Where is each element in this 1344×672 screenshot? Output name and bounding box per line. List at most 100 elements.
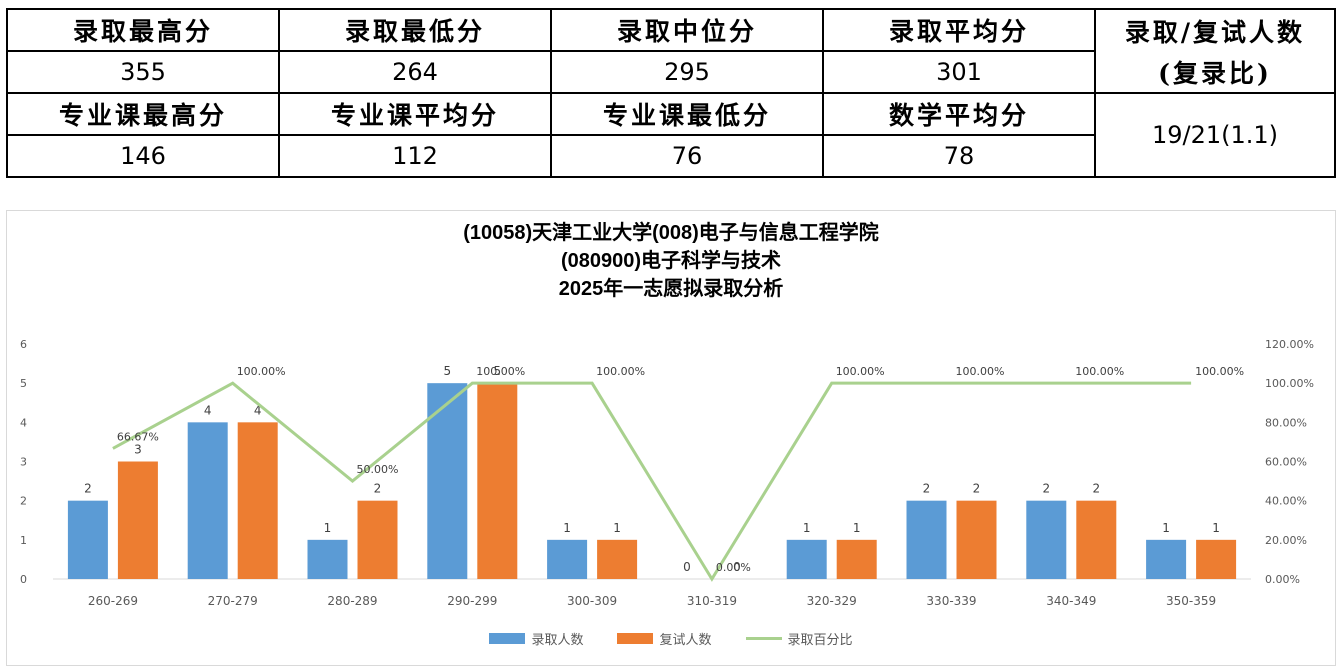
- data-label-admitted: 2: [923, 482, 931, 496]
- legend-swatch-admitted: [489, 633, 526, 644]
- bar-admitted: [547, 539, 588, 579]
- y-left-tick-label: 3: [20, 456, 27, 469]
- y-right-tick-label: 20.00%: [1265, 534, 1307, 547]
- value-median-score: 295: [550, 50, 824, 94]
- value-min-score: 264: [278, 50, 552, 94]
- bar-retest: [1196, 539, 1237, 579]
- value-max-score: 355: [6, 50, 280, 94]
- x-tick-label: 320-329: [807, 594, 857, 608]
- x-tick-label: 330-339: [926, 594, 976, 608]
- data-label-retest: 2: [973, 482, 981, 496]
- legend-label-percent: 录取百分比: [787, 633, 853, 648]
- data-label-retest: 4: [254, 403, 262, 417]
- y-left-tick-label: 0: [20, 573, 27, 586]
- bar-retest: [1076, 500, 1117, 579]
- data-label-retest: 5: [493, 364, 501, 378]
- value-major-min: 76: [550, 134, 824, 178]
- data-label-retest: 1: [1212, 521, 1220, 535]
- data-label-percent: 100.00%: [237, 365, 286, 378]
- y-left-tick-label: 5: [20, 377, 27, 390]
- x-tick-label: 270-279: [208, 594, 258, 608]
- header-avg-score: 录取平均分: [822, 8, 1096, 52]
- x-tick-label: 350-359: [1166, 594, 1216, 608]
- data-label-admitted: 5: [443, 364, 451, 378]
- x-tick-label: 310-319: [687, 594, 737, 608]
- chart-container: 0 1 2 3 4 5 6 0.00% 20.00% 40.00% 60.00% 80.00% 100.…: [6, 210, 1336, 666]
- x-tick-label: 300-309: [567, 594, 617, 608]
- bar-admitted: [906, 500, 947, 579]
- legend-label-admitted: 录取人数: [531, 633, 584, 648]
- x-tick-label: 260-269: [88, 594, 138, 608]
- bar-admitted: [307, 539, 348, 579]
- legend-swatch-percent: [745, 637, 782, 640]
- legend-label-retest: 复试人数: [659, 633, 712, 648]
- data-label-percent: 100.00%: [956, 365, 1005, 378]
- legend-item-admitted: 录取人数: [489, 629, 583, 648]
- chart-legend: 录取人数 复试人数 录取百分比: [7, 629, 1335, 648]
- chart-title-line-1: (10058)天津工业大学(008)电子与信息工程学院: [463, 222, 879, 244]
- x-tick-label: 290-299: [447, 594, 497, 608]
- header-math-avg: 数学平均分: [822, 92, 1096, 136]
- bar-admitted: [1026, 500, 1067, 579]
- header-major-max: 专业课最高分: [6, 92, 280, 136]
- data-label-retest: 3: [134, 443, 142, 457]
- bar-retest: [597, 539, 638, 579]
- bar-retest: [836, 539, 877, 579]
- y-left-tick-label: 4: [20, 416, 27, 429]
- combo-chart: 01234560.00%20.00%40.00%60.00%80.00%100.…: [20, 338, 1314, 608]
- header-median-score: 录取中位分: [550, 8, 824, 52]
- data-label-admitted: 1: [324, 521, 332, 535]
- data-label-percent: 100.00%: [1195, 365, 1244, 378]
- value-ratio: 19/21(1.1): [1094, 92, 1336, 178]
- legend-swatch-retest: [617, 633, 654, 644]
- y-right-tick-label: 60.00%: [1265, 456, 1307, 469]
- y-left-tick-label: 1: [20, 534, 27, 547]
- bar-admitted: [427, 383, 468, 579]
- header-ratio-line1: 录取/复试人数: [1094, 8, 1336, 51]
- data-label-retest: 2: [1092, 482, 1100, 496]
- header-min-score: 录取最低分: [278, 8, 552, 52]
- data-label-admitted: 0: [683, 560, 691, 574]
- bar-retest: [357, 500, 398, 579]
- y-right-tick-label: 40.00%: [1265, 495, 1307, 508]
- y-left-tick-label: 2: [20, 495, 27, 508]
- bar-retest: [477, 383, 518, 579]
- line-percent: [112, 381, 1192, 582]
- y-right-tick-label: 80.00%: [1265, 416, 1307, 429]
- data-label-percent: 100.00%: [836, 365, 885, 378]
- bar-admitted: [187, 422, 228, 579]
- x-tick-label: 280-289: [327, 594, 377, 608]
- y-right-tick-label: 100.00%: [1265, 377, 1314, 390]
- header-ratio-line2: (复录比): [1094, 51, 1336, 94]
- header-max-score: 录取最高分: [6, 8, 280, 52]
- value-math-avg: 78: [822, 134, 1096, 178]
- bar-admitted: [1146, 539, 1187, 579]
- data-label-admitted: 1: [803, 521, 811, 535]
- admission-summary-table: 录取最高分 录取最低分 录取中位分 录取平均分 录取/复试人数 355 264 …: [6, 8, 1336, 178]
- data-label-admitted: 2: [84, 482, 92, 496]
- data-label-percent: 100.00%: [1075, 365, 1124, 378]
- value-major-avg: 112: [278, 134, 552, 178]
- chart-title-line-3: 2025年一志愿拟录取分析: [558, 278, 784, 300]
- bar-retest: [956, 500, 997, 579]
- bar-admitted: [67, 500, 108, 579]
- y-left-tick-label: 6: [20, 338, 27, 351]
- bar-retest: [117, 461, 158, 579]
- chart-title-line-2: (080900)电子科学与技术: [560, 250, 782, 272]
- data-label-percent: 0.00%: [716, 561, 751, 574]
- data-label-retest: 2: [374, 482, 382, 496]
- data-label-retest: 0: [733, 560, 741, 574]
- data-label-retest: 1: [613, 521, 621, 535]
- header-major-min: 专业课最低分: [550, 92, 824, 136]
- data-label-admitted: 1: [563, 521, 571, 535]
- value-avg-score: 301: [822, 50, 1096, 94]
- data-label-admitted: 2: [1042, 482, 1050, 496]
- data-label-retest: 1: [853, 521, 861, 535]
- x-tick-label: 340-349: [1046, 594, 1096, 608]
- data-label-admitted: 1: [1162, 521, 1170, 535]
- value-major-max: 146: [6, 134, 280, 178]
- y-right-tick-label: 120.00%: [1265, 338, 1314, 351]
- legend-item-percent: 录取百分比: [745, 629, 853, 648]
- chart-title: (10058)天津工业大学(008)电子与信息工程学院 (080900)电子科学…: [7, 219, 1335, 303]
- data-label-percent: 100.00%: [476, 365, 525, 378]
